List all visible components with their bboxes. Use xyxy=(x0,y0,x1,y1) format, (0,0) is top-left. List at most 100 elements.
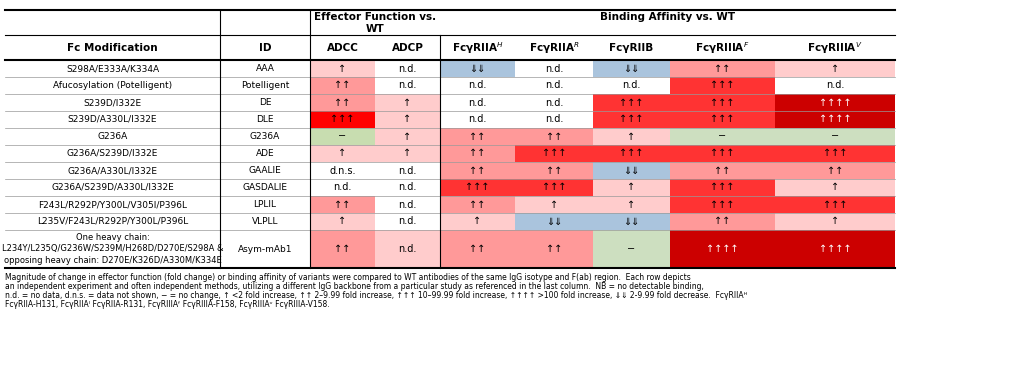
Text: n.d.: n.d. xyxy=(468,115,487,125)
Text: S239D/I332E: S239D/I332E xyxy=(84,98,142,107)
Bar xyxy=(775,179,895,196)
Bar xyxy=(310,77,375,94)
Bar xyxy=(515,196,593,213)
Bar xyxy=(593,179,670,196)
Bar xyxy=(593,230,670,268)
Text: Magnitude of change in effector function (fold change) or binding affinity of va: Magnitude of change in effector function… xyxy=(5,273,691,282)
Text: ↑↑: ↑↑ xyxy=(715,165,730,176)
Text: ↑↑: ↑↑ xyxy=(469,131,486,141)
Text: G236A: G236A xyxy=(250,132,280,141)
Bar xyxy=(593,213,670,230)
Text: Effector Function vs.
WT: Effector Function vs. WT xyxy=(314,12,436,34)
Bar xyxy=(310,213,375,230)
Text: ↑↑↑: ↑↑↑ xyxy=(711,182,735,192)
Text: n.d.: n.d. xyxy=(623,80,640,91)
Bar xyxy=(375,94,440,111)
Text: −: − xyxy=(718,131,726,141)
Text: G236A/S239D/A330L/I332E: G236A/S239D/A330L/I332E xyxy=(51,183,174,192)
Bar xyxy=(310,128,375,145)
Text: DLE: DLE xyxy=(256,115,274,124)
Bar xyxy=(375,128,440,145)
Bar xyxy=(515,128,593,145)
Bar xyxy=(593,128,670,145)
Text: n.d.: n.d. xyxy=(826,80,844,91)
Bar xyxy=(375,111,440,128)
Text: ↑↑: ↑↑ xyxy=(469,149,486,158)
Bar xyxy=(310,111,375,128)
Text: n.d.: n.d. xyxy=(398,80,416,91)
Text: G236A/A330L/I332E: G236A/A330L/I332E xyxy=(67,166,157,175)
Bar xyxy=(440,162,515,179)
Text: G236A: G236A xyxy=(97,132,127,141)
Bar xyxy=(375,230,440,268)
Text: ↑↑↑: ↑↑↑ xyxy=(823,149,847,158)
Bar xyxy=(775,128,895,145)
Text: ADCP: ADCP xyxy=(392,43,424,53)
Bar xyxy=(670,111,775,128)
Text: Binding Affinity vs. WT: Binding Affinity vs. WT xyxy=(600,12,736,22)
Text: ↑↑↑↑: ↑↑↑↑ xyxy=(707,244,739,254)
Text: d.n.s.: d.n.s. xyxy=(329,165,355,176)
Text: Potelligent: Potelligent xyxy=(240,81,289,90)
Text: n.d.: n.d. xyxy=(545,64,564,74)
Text: LPLIL: LPLIL xyxy=(254,200,277,209)
Bar xyxy=(440,196,515,213)
Text: ↑: ↑ xyxy=(403,149,411,158)
Text: ↑↑↑: ↑↑↑ xyxy=(711,149,735,158)
Text: ⇓⇓: ⇓⇓ xyxy=(469,64,486,74)
Bar xyxy=(375,145,440,162)
Bar xyxy=(670,128,775,145)
Text: ↑: ↑ xyxy=(628,200,635,210)
Text: ↑: ↑ xyxy=(831,64,839,74)
Text: ↑: ↑ xyxy=(339,64,347,74)
Text: L235V/F243L/R292P/Y300L/P396L: L235V/F243L/R292P/Y300L/P396L xyxy=(37,217,189,226)
Text: VLPLL: VLPLL xyxy=(252,217,279,226)
Text: GASDALIE: GASDALIE xyxy=(242,183,288,192)
Bar xyxy=(775,162,895,179)
Text: ↑: ↑ xyxy=(550,200,558,210)
Text: AAA: AAA xyxy=(256,64,275,73)
Text: ↑↑↑↑: ↑↑↑↑ xyxy=(818,115,852,125)
Text: ↑: ↑ xyxy=(403,131,411,141)
Text: ↑↑↑: ↑↑↑ xyxy=(620,98,643,107)
Text: ↑: ↑ xyxy=(403,115,411,125)
Text: n.d.: n.d. xyxy=(334,182,351,192)
Text: ↑: ↑ xyxy=(831,182,839,192)
Text: Fc Modification: Fc Modification xyxy=(67,43,157,53)
Text: ↑↑↑: ↑↑↑ xyxy=(542,149,567,158)
Text: n.d.: n.d. xyxy=(398,216,416,226)
Text: ↑↑↑: ↑↑↑ xyxy=(620,149,643,158)
Text: −: − xyxy=(628,244,635,254)
Text: ↑↑: ↑↑ xyxy=(469,165,486,176)
Text: ↑↑↑: ↑↑↑ xyxy=(330,115,354,125)
Bar xyxy=(440,179,515,196)
Text: ↑↑: ↑↑ xyxy=(546,165,563,176)
Bar xyxy=(515,230,593,268)
Bar xyxy=(593,94,670,111)
Bar xyxy=(593,60,670,77)
Text: GAALIE: GAALIE xyxy=(249,166,282,175)
Bar xyxy=(775,230,895,268)
Bar xyxy=(670,94,775,111)
Text: FcγRIIB: FcγRIIB xyxy=(609,43,654,53)
Bar xyxy=(670,60,775,77)
Text: ↑↑↑: ↑↑↑ xyxy=(711,200,735,210)
Bar xyxy=(670,196,775,213)
Text: FcγRIIA$^H$: FcγRIIA$^H$ xyxy=(452,40,503,56)
Text: an independent experiment and often independent methods, utilizing a different I: an independent experiment and often inde… xyxy=(5,282,703,291)
Text: ↑↑↑: ↑↑↑ xyxy=(542,182,567,192)
Text: −: − xyxy=(831,131,839,141)
Text: G236A/S239D/I332E: G236A/S239D/I332E xyxy=(66,149,159,158)
Text: FcγRIIIA$^F$: FcγRIIIA$^F$ xyxy=(695,40,750,56)
Text: ↑: ↑ xyxy=(628,131,635,141)
Text: FcγRIIA-H131, FcγRIIAᴵ FcγRIIA-R131, FcγRIIIAᶠ FcγRIIIA-F158, FcγRIIIAᵛ FcγRIIIA: FcγRIIA-H131, FcγRIIAᴵ FcγRIIA-R131, Fcγ… xyxy=(5,300,329,309)
Text: DE: DE xyxy=(259,98,271,107)
Bar xyxy=(515,162,593,179)
Bar xyxy=(670,179,775,196)
Text: −: − xyxy=(339,131,347,141)
Text: One heavy chain:
L234Y/L235Q/G236W/S239M/H268D/D270E/S298A &
opposing heavy chai: One heavy chain: L234Y/L235Q/G236W/S239M… xyxy=(2,234,223,264)
Text: FcγRIIA$^R$: FcγRIIA$^R$ xyxy=(528,40,579,56)
Text: ↑↑: ↑↑ xyxy=(335,200,350,210)
Bar xyxy=(515,179,593,196)
Text: n.d.: n.d. xyxy=(398,244,416,254)
